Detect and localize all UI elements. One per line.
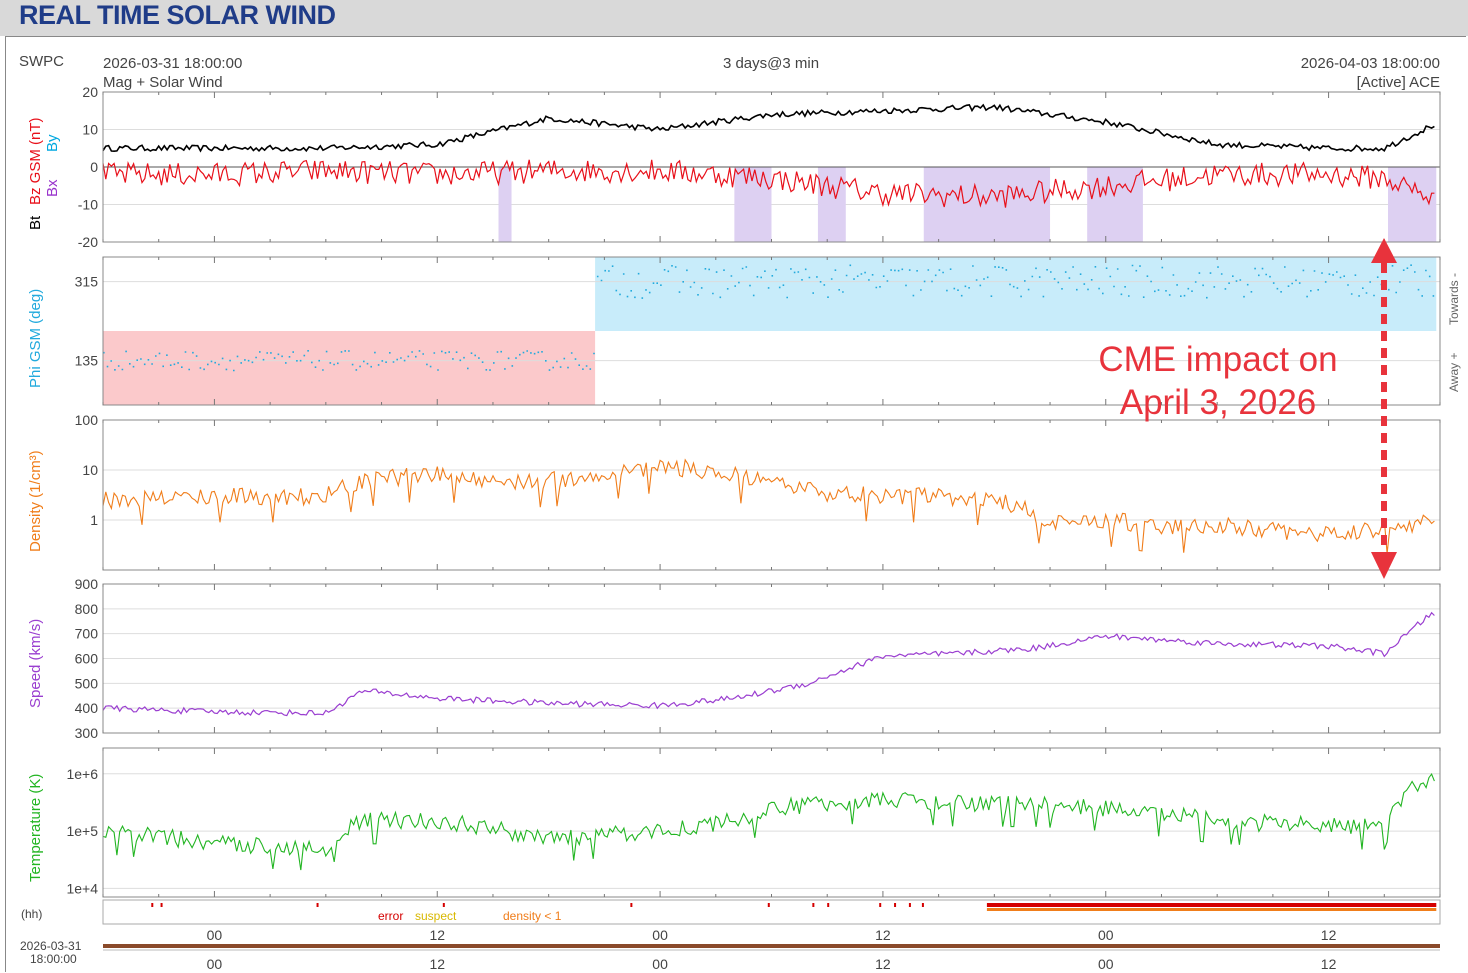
mag-ytick-label: 0 bbox=[90, 159, 98, 175]
error-flag-mark bbox=[630, 903, 633, 907]
density-ytick-label: 1 bbox=[90, 512, 98, 528]
product-label: Mag + Solar Wind bbox=[103, 74, 223, 91]
temperature-series bbox=[102, 772, 1435, 871]
bz-negative-fill bbox=[1087, 167, 1143, 242]
mag-ytick-label: 20 bbox=[82, 84, 98, 100]
source-label: [Active] ACE bbox=[1357, 74, 1440, 91]
phi-ytick-label: 135 bbox=[75, 353, 99, 369]
speed-ytick-label: 800 bbox=[75, 601, 99, 617]
away-label: Away + bbox=[1447, 353, 1461, 392]
error-flag-mark bbox=[921, 903, 924, 907]
bz-negative-fill bbox=[498, 167, 512, 242]
chart-frame bbox=[5, 36, 1466, 972]
x-tick-label-bottom: 12 bbox=[1321, 956, 1337, 972]
mag-ylabel-bx: Bx bbox=[44, 179, 61, 197]
phi-ytick-label: 315 bbox=[75, 274, 99, 290]
x-tick-label-top: 12 bbox=[429, 927, 445, 943]
org-label: SWPC bbox=[19, 53, 64, 70]
mag-ylabel-by: By bbox=[44, 134, 61, 152]
mag-ylabel-bz: Bz GSM (nT) bbox=[27, 117, 44, 205]
density-ylabel: Density (1/cm³) bbox=[27, 450, 44, 552]
cme-arrow-head-down bbox=[1371, 552, 1397, 579]
speed-ytick-label: 700 bbox=[75, 626, 99, 642]
error-flag-mark bbox=[442, 903, 445, 907]
page-header: REAL TIME SOLAR WIND bbox=[0, 0, 1468, 36]
density-panel bbox=[102, 419, 1441, 571]
phi-ylabel: Phi GSM (deg) bbox=[27, 289, 44, 388]
density-ytick-label: 100 bbox=[75, 412, 99, 428]
phi-scatter-points bbox=[103, 264, 1435, 372]
error-flag-mark bbox=[879, 903, 882, 907]
error-flag-mark bbox=[827, 903, 830, 907]
error-flag-label: error bbox=[378, 909, 403, 923]
mag-ytick-label: -20 bbox=[78, 234, 98, 250]
start-stamp-date: 2026-03-31 bbox=[20, 939, 82, 953]
x-tick-label-bottom: 00 bbox=[1098, 956, 1114, 972]
temperature-ylabel: Temperature (K) bbox=[27, 774, 44, 882]
mag-ytick-label: 10 bbox=[82, 122, 98, 138]
speed-ytick-label: 300 bbox=[75, 725, 99, 741]
flag-strip bbox=[102, 899, 1441, 925]
speed-ytick-label: 900 bbox=[75, 576, 99, 592]
end-time-label: 2026-04-03 18:00:00 bbox=[1301, 55, 1440, 72]
speed-ytick-label: 500 bbox=[75, 675, 99, 691]
speed-ylabel: Speed (km/s) bbox=[27, 619, 44, 708]
hh-label: (hh) bbox=[21, 907, 42, 921]
cme-arrow-head-up bbox=[1371, 238, 1397, 263]
start-time-label: 2026-03-31 18:00:00 bbox=[103, 55, 242, 72]
temperature-panel bbox=[102, 747, 1441, 898]
suspect-flag-label: suspect bbox=[415, 909, 457, 923]
density-series bbox=[102, 458, 1435, 554]
error-flag-mark bbox=[894, 903, 897, 907]
error-flag-mark bbox=[812, 903, 815, 907]
x-tick-label-top: 12 bbox=[875, 927, 891, 943]
span-label: 3 days@3 min bbox=[723, 55, 819, 72]
mag-ytick-label: -10 bbox=[78, 197, 98, 213]
x-tick-label-top: 00 bbox=[652, 927, 668, 943]
speed-ytick-label: 600 bbox=[75, 651, 99, 667]
page-title: REAL TIME SOLAR WIND bbox=[19, 0, 336, 30]
cme-annotation-line2: April 3, 2026 bbox=[1120, 383, 1317, 422]
mag-series-bt bbox=[102, 103, 1435, 153]
density-flag-label: density < 1 bbox=[503, 909, 562, 923]
x-tick-label-top: 00 bbox=[207, 927, 223, 943]
density-ytick-label: 10 bbox=[82, 462, 98, 478]
time-bar bbox=[103, 944, 1440, 948]
error-flag-mark bbox=[316, 903, 319, 907]
phi-away-fill bbox=[103, 331, 596, 405]
towards-label: Towards - bbox=[1447, 273, 1461, 325]
x-tick-label-bottom: 00 bbox=[207, 956, 223, 972]
cme-annotation-line1: CME impact on bbox=[1098, 340, 1337, 379]
speed-series bbox=[102, 611, 1435, 717]
x-tick-label-top: 00 bbox=[1098, 927, 1114, 943]
bz-negative-fill bbox=[1388, 167, 1437, 242]
temperature-ytick-label: 1e+6 bbox=[66, 766, 98, 782]
start-stamp-time: 18:00:00 bbox=[30, 952, 77, 966]
x-tick-label-bottom: 00 bbox=[652, 956, 668, 972]
x-tick-label-bottom: 12 bbox=[875, 956, 891, 972]
error-flag-mark bbox=[160, 903, 163, 907]
bz-negative-fill bbox=[923, 167, 1051, 242]
error-flag-mark bbox=[908, 903, 911, 907]
mag-series-bz-gsm bbox=[102, 159, 1435, 208]
mag-ylabel-bt: Bt bbox=[27, 215, 44, 230]
error-flag-mark bbox=[151, 903, 154, 907]
x-tick-label-top: 12 bbox=[1321, 927, 1337, 943]
speed-ytick-label: 400 bbox=[75, 700, 99, 716]
error-flag-band bbox=[986, 903, 1437, 907]
temperature-ytick-label: 1e+5 bbox=[66, 823, 98, 839]
density-flag-band bbox=[986, 908, 1437, 911]
error-flag-mark bbox=[767, 903, 770, 907]
x-tick-label-bottom: 12 bbox=[429, 956, 445, 972]
temperature-ytick-label: 1e+4 bbox=[66, 880, 98, 896]
phi-towards-fill bbox=[595, 257, 1437, 331]
